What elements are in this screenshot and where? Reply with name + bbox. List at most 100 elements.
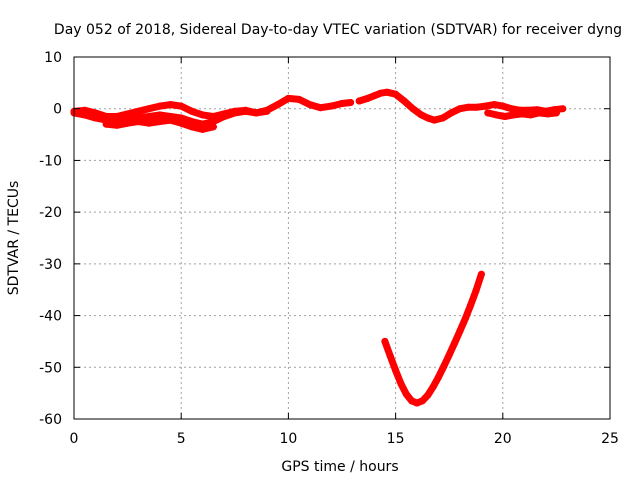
data-point [381, 337, 389, 345]
data-point [490, 101, 498, 109]
data-point [507, 105, 515, 113]
data-point [518, 110, 526, 118]
data-point [124, 110, 132, 118]
data-point [447, 109, 455, 117]
data-point [461, 315, 469, 323]
x-tick-label: 10 [279, 431, 297, 447]
data-point [492, 111, 500, 119]
data-point [209, 123, 217, 131]
data-point [231, 109, 239, 117]
data-point [199, 125, 207, 133]
y-axis: 10 0 -10 -20 -30 -40 -50 -60 [39, 50, 610, 428]
data-point [417, 111, 425, 119]
data-point [252, 109, 260, 117]
data-point [408, 397, 416, 405]
data-point [113, 121, 121, 129]
data-point [177, 102, 185, 110]
data-point [400, 97, 408, 105]
data-point [472, 287, 480, 295]
data-point [559, 105, 567, 113]
data-point [134, 107, 142, 115]
data-point [242, 107, 249, 115]
data-point [263, 107, 271, 115]
data-point [552, 109, 560, 117]
data-point [527, 111, 535, 119]
data-point [482, 102, 490, 110]
data-point [397, 380, 405, 388]
x-tick-label: 0 [70, 431, 79, 447]
data-point [220, 113, 228, 120]
data-point [91, 114, 99, 122]
data-point [167, 116, 174, 124]
x-tick-label: 20 [494, 431, 512, 447]
x-tick-label: 5 [177, 431, 186, 447]
y-tick-label: -40 [39, 309, 62, 325]
data-point [306, 101, 314, 109]
data-point [456, 327, 464, 335]
data-point [386, 352, 394, 360]
data-point [199, 111, 207, 119]
y-tick-label: -50 [39, 360, 62, 376]
data-point [430, 116, 438, 124]
data-point [418, 397, 426, 405]
series-track-e [484, 109, 560, 120]
data-point [134, 118, 142, 126]
data-point [338, 100, 346, 107]
data-point [284, 94, 292, 102]
data-point [435, 373, 442, 381]
data-point [424, 114, 432, 122]
data-point [413, 399, 421, 407]
y-tick-label: -10 [39, 153, 62, 169]
data-point [424, 391, 432, 399]
series-dip-track [381, 270, 485, 407]
data-point [145, 105, 153, 113]
data-point [156, 118, 164, 126]
data-point [124, 119, 132, 127]
data-point [501, 113, 509, 120]
y-tick-label: -60 [39, 412, 62, 428]
data-point [409, 105, 417, 113]
data-point [477, 270, 485, 278]
data-point [473, 103, 481, 111]
chart-title: Day 052 of 2018, Sidereal Day-to-day VTE… [54, 22, 622, 38]
data-point [177, 119, 185, 127]
data-point [145, 119, 153, 127]
data-point [156, 111, 164, 119]
data-point [402, 390, 410, 398]
series-track-a [70, 94, 355, 120]
data-point [456, 105, 464, 113]
data-point [392, 90, 400, 98]
data-point [439, 114, 447, 122]
data-point [383, 88, 391, 96]
y-tick-label: -20 [39, 205, 62, 221]
series-track-c [102, 116, 217, 133]
data-point [535, 109, 543, 117]
data-point [364, 94, 372, 102]
data-point [499, 102, 507, 110]
data-point [451, 339, 459, 347]
data-point [429, 383, 437, 391]
data-point [317, 104, 325, 112]
data-point [484, 109, 492, 117]
data-point [440, 362, 448, 370]
y-axis-label: SDTVAR / TECUs [6, 181, 22, 296]
data-point [377, 89, 385, 97]
data-point [465, 103, 472, 111]
data-point [295, 95, 303, 103]
data-point [188, 107, 196, 115]
data-point [467, 301, 475, 309]
data-point [188, 123, 196, 131]
data-point [102, 120, 110, 128]
plot-frame [73, 56, 611, 420]
data-point [355, 97, 363, 105]
series-track-d [355, 88, 567, 124]
data-point [510, 111, 517, 119]
y-tick-label: 0 [53, 102, 62, 118]
series-layer [70, 88, 567, 407]
data-point [209, 118, 217, 126]
data-point [274, 101, 282, 109]
x-tick-label: 25 [601, 431, 619, 447]
data-point [145, 113, 153, 120]
y-tick-label: 10 [44, 50, 62, 66]
